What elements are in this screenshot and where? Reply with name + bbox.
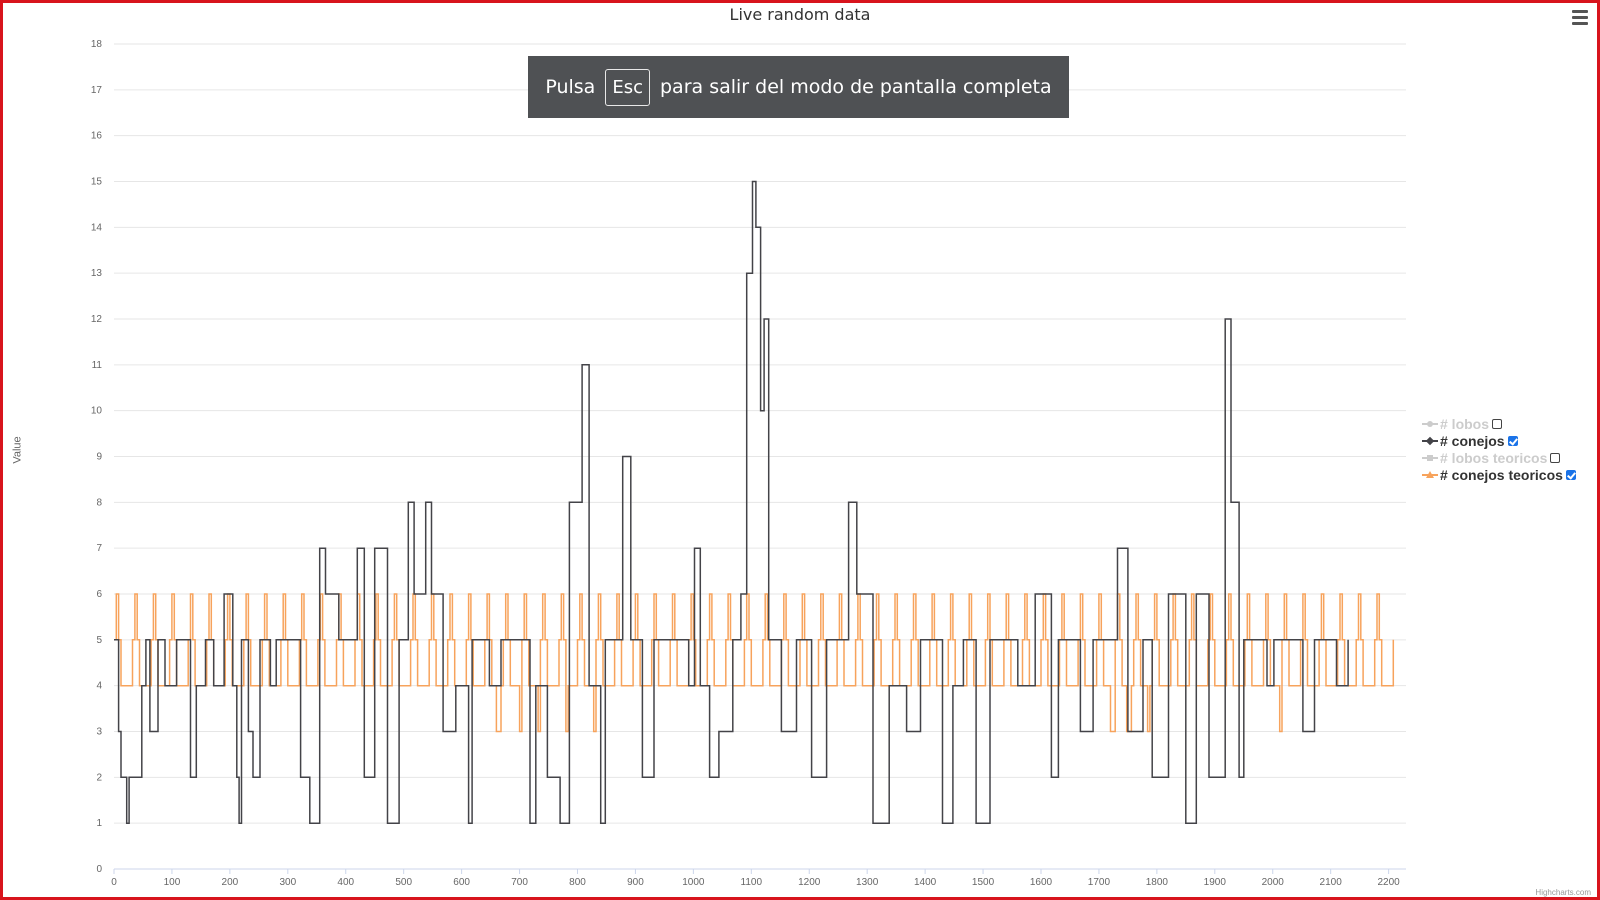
x-tick-label: 1800	[1146, 877, 1169, 888]
x-axis: 0 100 200 300 400 500 600 700 800 900 1000 1100 1200…	[111, 869, 1400, 888]
y-tick-label: 15	[91, 177, 103, 188]
x-tick-label: 1900	[1204, 877, 1227, 888]
y-tick-label: 3	[96, 727, 102, 738]
y-tick-label: 9	[96, 452, 102, 463]
circle-marker-icon	[1422, 419, 1438, 429]
y-tick-label: 6	[96, 589, 102, 600]
legend-label-lobos: # lobos	[1440, 415, 1490, 432]
y-tick-label: 12	[91, 314, 103, 325]
x-tick-label: 700	[511, 877, 528, 888]
legend-item-conejos-teoricos[interactable]: # conejos teoricos	[1422, 466, 1576, 483]
x-tick-label: 1300	[856, 877, 879, 888]
legend-checkbox-conejos[interactable]	[1507, 435, 1518, 446]
grid-lines	[114, 43, 1406, 870]
legend-label-conejos-teoricos: # conejos teoricos	[1440, 466, 1563, 483]
legend-label-conejos: # conejos	[1440, 432, 1505, 449]
series-conejos-teoricos-line	[114, 593, 1395, 733]
x-tick-label: 1600	[1030, 877, 1053, 888]
y-tick-label: 5	[96, 635, 102, 646]
series-conejos-line	[114, 180, 1349, 824]
x-tick-label: 400	[337, 877, 354, 888]
esc-key-label: Esc	[605, 68, 650, 106]
y-tick-label: 8	[96, 497, 102, 508]
x-tick-label: 600	[453, 877, 470, 888]
x-tick-label: 2000	[1262, 877, 1285, 888]
legend-checkbox-conejos-teoricos[interactable]	[1565, 469, 1576, 480]
fullscreen-notice-suffix: para salir del modo de pantalla completa	[660, 76, 1052, 98]
x-tick-label: 100	[164, 877, 181, 888]
legend-item-lobos-teoricos[interactable]: # lobos teoricos	[1422, 449, 1576, 466]
y-tick-label: 4	[96, 681, 102, 692]
x-tick-label: 1400	[914, 877, 937, 888]
x-tick-label: 0	[111, 877, 117, 888]
legend: # lobos # conejos # lobos teoricos # con…	[1422, 415, 1576, 483]
y-tick-label: 13	[91, 268, 103, 279]
context-menu-icon[interactable]	[1572, 10, 1588, 25]
x-tick-label: 2100	[1320, 877, 1343, 888]
chart-title: Live random data	[729, 5, 871, 24]
legend-checkbox-lobos-teoricos[interactable]	[1550, 452, 1561, 463]
square-marker-icon	[1422, 453, 1438, 463]
x-tick-label: 1200	[798, 877, 821, 888]
x-tick-label: 1500	[972, 877, 995, 888]
x-tick-label: 800	[569, 877, 586, 888]
y-tick-label: 14	[91, 222, 103, 233]
x-tick-label: 1000	[682, 877, 705, 888]
diamond-marker-icon	[1422, 436, 1438, 446]
y-tick-label: 17	[91, 85, 103, 96]
x-tick-label: 200	[222, 877, 239, 888]
y-tick-label: 11	[92, 360, 103, 371]
legend-label-lobos-teoricos: # lobos teoricos	[1440, 449, 1548, 466]
y-tick-label: 0	[96, 864, 102, 875]
x-tick-label: 300	[279, 877, 296, 888]
legend-item-conejos[interactable]: # conejos	[1422, 432, 1576, 449]
credits-link[interactable]: Highcharts.com	[1535, 888, 1591, 897]
y-tick-label: 2	[96, 772, 102, 783]
legend-checkbox-lobos[interactable]	[1492, 418, 1503, 429]
y-tick-label: 18	[91, 39, 103, 50]
x-tick-label: 900	[627, 877, 644, 888]
legend-item-lobos[interactable]: # lobos	[1422, 415, 1576, 432]
series-layer	[114, 180, 1395, 824]
y-tick-label: 16	[91, 131, 103, 142]
x-tick-label: 2200	[1377, 877, 1400, 888]
x-tick-label: 1100	[741, 877, 763, 888]
x-tick-label: 1700	[1088, 877, 1111, 888]
x-tick-label: 500	[395, 877, 412, 888]
fullscreen-notice: Pulsa Esc para salir del modo de pantall…	[528, 56, 1069, 118]
y-tick-label: 7	[96, 543, 102, 554]
y-tick-label: 10	[91, 406, 103, 417]
y-tick-label: 1	[96, 818, 102, 829]
y-axis-title: Value	[11, 436, 24, 464]
triangle-marker-icon	[1422, 470, 1438, 480]
fullscreen-notice-prefix: Pulsa	[545, 76, 596, 98]
